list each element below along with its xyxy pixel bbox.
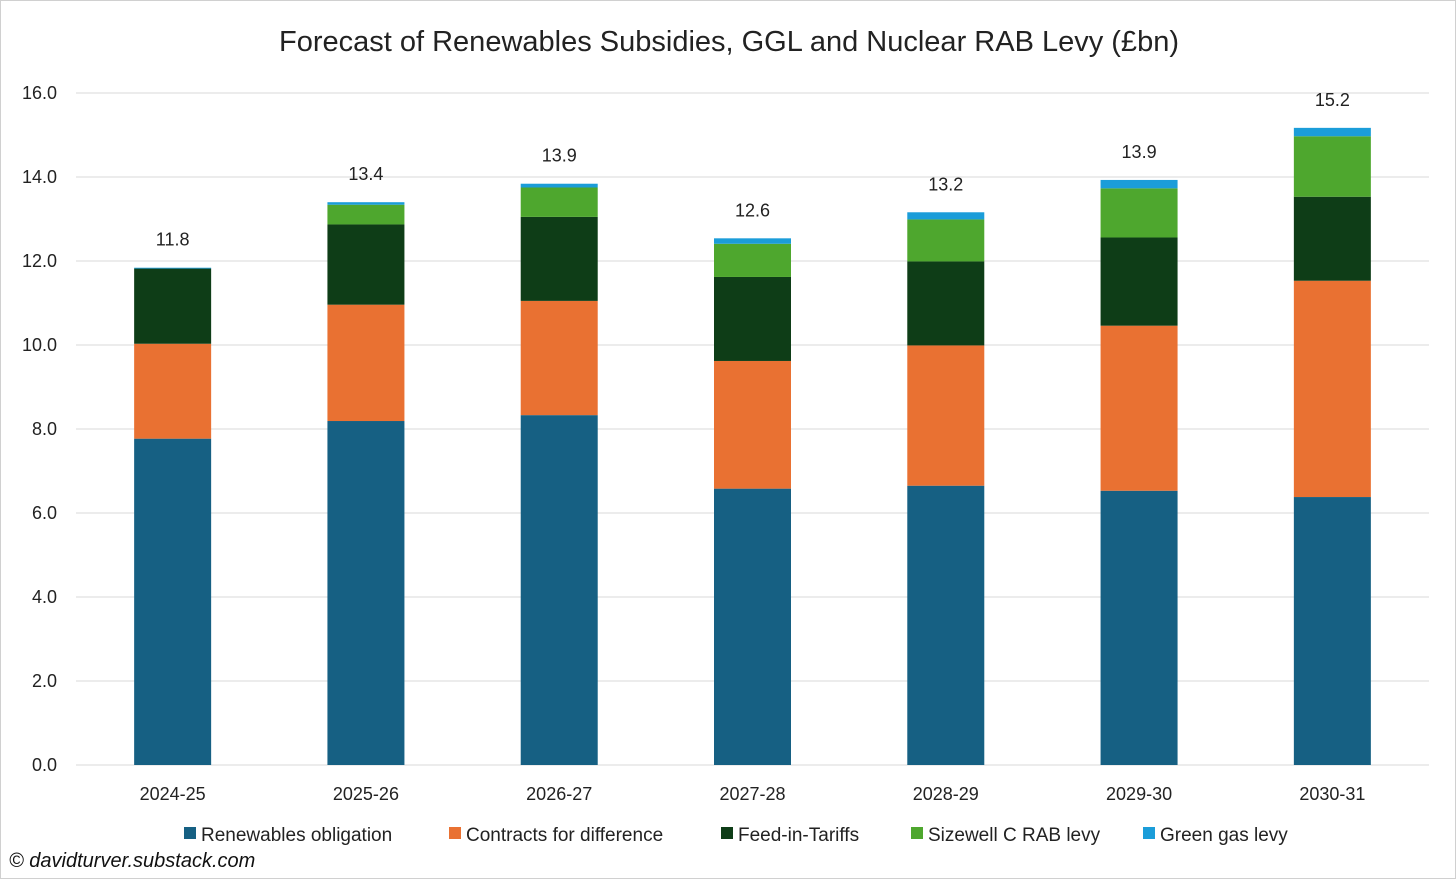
y-tick-label: 4.0	[32, 587, 57, 607]
y-tick-label: 6.0	[32, 503, 57, 523]
legend-swatch	[184, 827, 196, 839]
bar-segment	[714, 488, 791, 765]
y-tick-label: 0.0	[32, 755, 57, 775]
x-category-label: 2028-29	[913, 784, 979, 804]
bar-segment	[1100, 325, 1178, 491]
bar-segment	[1100, 188, 1178, 238]
bar-segment	[134, 268, 212, 344]
y-tick-label: 14.0	[22, 167, 57, 187]
bars	[134, 127, 1371, 765]
legend-item: Green gas levy	[1143, 825, 1288, 846]
bar-segment	[714, 276, 791, 361]
legend-label: Sizewell C RAB levy	[928, 825, 1101, 846]
bar-segment	[907, 261, 985, 346]
bar-segment	[1100, 237, 1178, 326]
bar-total-label: 13.2	[928, 174, 963, 194]
x-category-label: 2030-31	[1299, 784, 1365, 804]
legend-swatch	[449, 827, 461, 839]
x-category-label: 2026-27	[526, 784, 592, 804]
bar-total-label: 13.9	[542, 146, 577, 166]
x-category-label: 2024-25	[140, 784, 206, 804]
total-labels: 11.8 13.4 13.9 12.6 13.2 13.9 15.2	[156, 90, 1350, 250]
bar-segment	[1293, 136, 1371, 197]
bar-segment	[134, 343, 212, 439]
bar-segment	[134, 267, 212, 269]
bar-segment	[520, 300, 598, 416]
bar-segment	[327, 421, 405, 765]
legend-label: Feed-in-Tariffs	[738, 825, 859, 846]
bar-total-label: 11.8	[156, 230, 190, 250]
x-category-label: 2025-26	[333, 784, 399, 804]
bar-segment	[520, 216, 598, 301]
bar-total-label: 13.4	[348, 164, 383, 184]
bar-segment	[327, 304, 405, 422]
y-tick-label: 10.0	[22, 335, 57, 355]
bar-segment	[520, 415, 598, 765]
legend-label: Renewables obligation	[201, 825, 392, 846]
bar-segment	[327, 204, 405, 225]
bar-segment	[1100, 179, 1178, 189]
bar-segment	[714, 360, 791, 489]
bar-segment	[714, 238, 791, 244]
bar-segment	[714, 243, 791, 277]
x-axis-category-labels: 2024-25 2025-26 2026-27 2027-28 2028-29 2029-…	[140, 784, 1366, 804]
bar-segment	[907, 345, 985, 486]
bar-total-label: 13.9	[1122, 142, 1157, 162]
x-category-label: 2029-30	[1106, 784, 1172, 804]
y-axis-tick-labels: 0.0 2.0 4.0 6.0 8.0 10.0 12.0 14.0 16.0	[22, 83, 57, 775]
chart-title: Forecast of Renewables Subsidies, GGL an…	[279, 26, 1179, 58]
bar-segment	[1100, 490, 1178, 765]
legend-swatch	[721, 827, 733, 839]
bar-total-label: 15.2	[1315, 90, 1350, 110]
legend-swatch	[911, 827, 923, 839]
bar-total-label: 12.6	[735, 200, 770, 220]
bar-segment	[327, 202, 405, 205]
bar-segment	[1293, 196, 1371, 281]
y-tick-label: 2.0	[32, 671, 57, 691]
y-tick-label: 16.0	[22, 83, 57, 103]
legend-item: Renewables obligation	[184, 825, 392, 846]
bar-segment	[1293, 127, 1371, 137]
legend-item: Feed-in-Tariffs	[721, 825, 859, 846]
bar-segment	[520, 183, 598, 188]
credit-text: © davidturver.substack.com	[9, 850, 255, 872]
legend-item: Contracts for difference	[449, 825, 663, 846]
legend-label: Green gas levy	[1160, 825, 1288, 846]
bar-segment	[1293, 280, 1371, 498]
bar-segment	[520, 187, 598, 217]
bar-segment	[907, 219, 985, 262]
legend-item: Sizewell C RAB levy	[911, 825, 1101, 846]
y-tick-label: 8.0	[32, 419, 57, 439]
bar-segment	[134, 438, 212, 765]
legend-label: Contracts for difference	[466, 825, 663, 846]
y-tick-label: 12.0	[22, 251, 57, 271]
bar-segment	[907, 485, 985, 765]
bar-segment	[327, 224, 405, 305]
legend-swatch	[1143, 827, 1155, 839]
x-category-label: 2027-28	[719, 784, 785, 804]
bar-segment	[1293, 497, 1371, 765]
bar-segment	[907, 212, 985, 220]
legend: Renewables obligation Contracts for diffe…	[184, 825, 1288, 846]
